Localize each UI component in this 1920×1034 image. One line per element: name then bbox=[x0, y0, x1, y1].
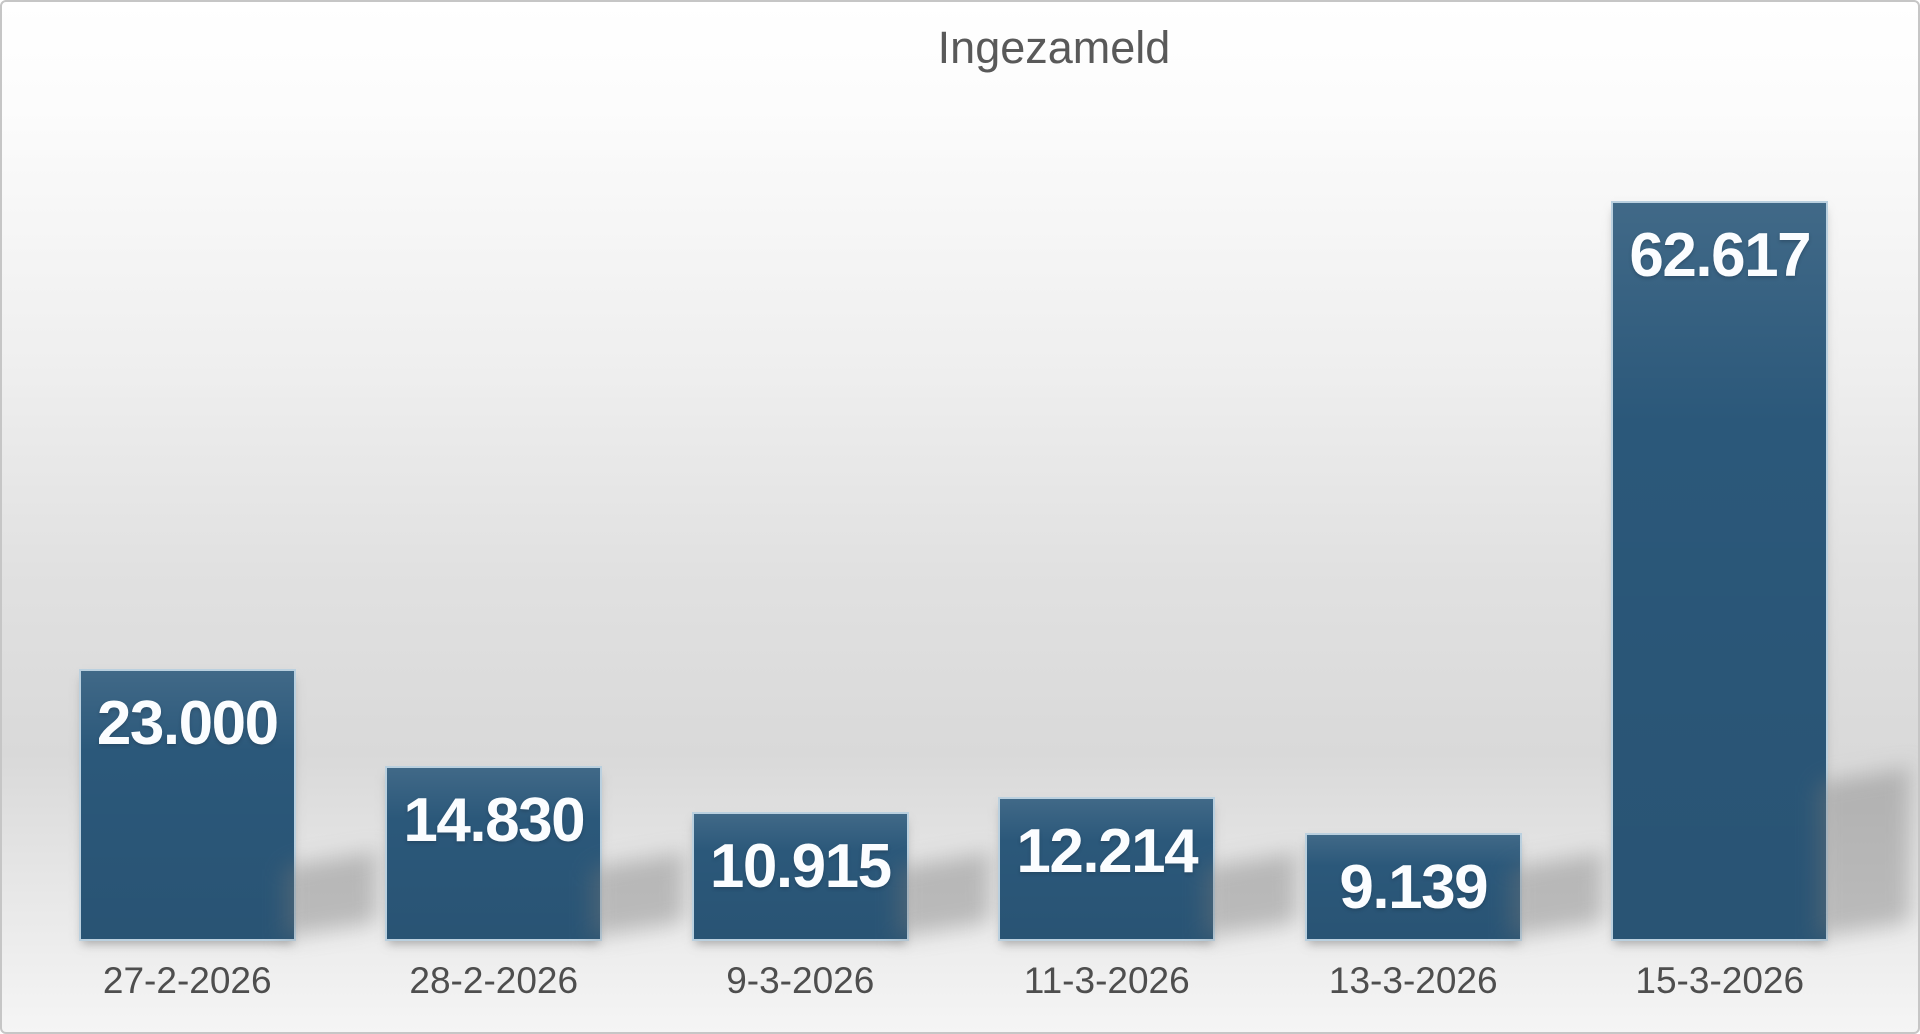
bar-15-3-2026[interactable]: 62.617 bbox=[1611, 201, 1829, 941]
bar-column: 14.830 bbox=[341, 201, 648, 941]
plot-area: 23.000 14.830 10.915 12.214 9.139 62.617 bbox=[34, 201, 1873, 941]
bar-column: 23.000 bbox=[34, 201, 341, 941]
x-axis-label: 11-3-2026 bbox=[1023, 960, 1190, 1001]
bar-column: 10.915 bbox=[647, 201, 954, 941]
bar-column: 62.617 bbox=[1567, 201, 1874, 941]
bar-column: 9.139 bbox=[1260, 201, 1567, 941]
bar-27-2-2026[interactable]: 23.000 bbox=[78, 669, 296, 941]
x-axis-label: 9-3-2026 bbox=[726, 960, 875, 1001]
chart-title: Ingezameld bbox=[937, 22, 1171, 73]
bar-value-label: 14.830 bbox=[403, 785, 585, 855]
bar-value-label: 10.915 bbox=[709, 832, 892, 901]
bar-11-3-2026[interactable]: 12.214 bbox=[998, 796, 1216, 941]
x-axis-label: 15-3-2026 bbox=[1635, 960, 1805, 1001]
bar-column: 12.214 bbox=[954, 201, 1261, 941]
bar-value-label: 9.139 bbox=[1339, 853, 1488, 922]
bar-28-2-2026[interactable]: 14.830 bbox=[385, 765, 603, 941]
bar-value-label: 12.214 bbox=[1016, 816, 1198, 886]
x-axis-label: 13-3-2026 bbox=[1328, 960, 1498, 1001]
bar-value-label: 62.617 bbox=[1629, 221, 1811, 290]
bar-9-3-2026[interactable]: 10.915 bbox=[691, 812, 909, 941]
bar-13-3-2026[interactable]: 9.139 bbox=[1304, 833, 1522, 941]
x-axis-label: 28-2-2026 bbox=[409, 960, 579, 1001]
bar-value-label: 23.000 bbox=[96, 689, 279, 759]
x-axis-label: 27-2-2026 bbox=[102, 960, 272, 1001]
x-axis: 27-2-2026 28-2-2026 9-3-2026 11-3-2026 13-3-… bbox=[34, 960, 1873, 1002]
